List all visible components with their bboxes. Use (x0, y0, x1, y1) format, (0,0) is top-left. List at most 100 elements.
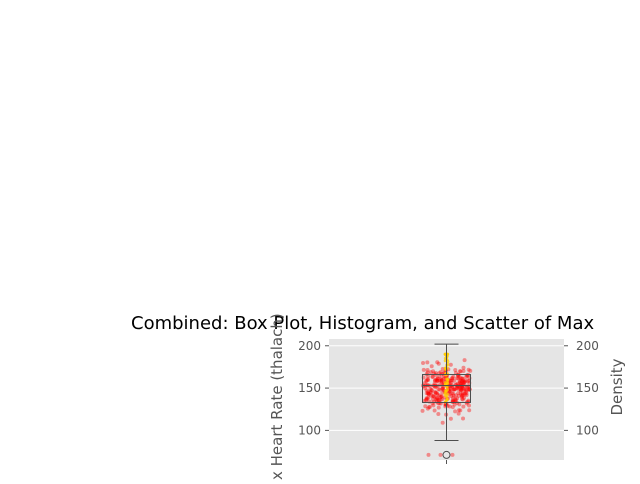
scatter-point (448, 380, 453, 385)
scatter-point (459, 394, 464, 399)
scatter-point (424, 396, 429, 401)
scatter-point (462, 395, 467, 400)
y-tick-label: 200 (298, 339, 321, 353)
scatter-point (460, 396, 465, 401)
scatter-point (432, 381, 437, 386)
scatter-point (420, 408, 425, 413)
scatter-point (467, 408, 472, 413)
scatter-point (437, 393, 442, 398)
scatter-point (424, 391, 429, 396)
scatter-point (428, 387, 433, 392)
scatter-point (454, 376, 459, 381)
scatter-point (461, 381, 466, 386)
right-y-tick-label: 200 (576, 339, 599, 353)
scatter-point (438, 370, 443, 375)
scatter-point (425, 377, 430, 382)
scatter-point (435, 397, 440, 402)
outlier-marker (442, 450, 451, 459)
scatter-point (456, 408, 461, 413)
scatter-point (440, 367, 445, 372)
scatter-point (458, 408, 463, 413)
scatter-point (459, 379, 464, 384)
scatter-point (435, 360, 440, 365)
scatter-point (432, 408, 437, 413)
scatter-point (426, 392, 431, 397)
scatter-point (429, 387, 434, 392)
scatter-point (434, 378, 439, 383)
scatter-point (457, 379, 462, 384)
scatter-point (435, 378, 440, 383)
scatter-point (451, 395, 456, 400)
scatter-point (424, 397, 429, 402)
scatter-point (422, 381, 427, 386)
scatter-point (443, 392, 447, 396)
scatter-point (438, 395, 443, 400)
scatter-point (452, 402, 457, 407)
scatter-point (446, 378, 450, 382)
scatter-point (451, 387, 456, 392)
scatter-point (463, 392, 468, 397)
scatter-point (430, 394, 435, 399)
scatter-point (462, 380, 467, 385)
scatter-point (424, 378, 429, 383)
scatter-point (434, 377, 439, 382)
scatter-point (464, 391, 469, 396)
scatter-point (467, 403, 472, 408)
scatter-point (460, 386, 465, 391)
scatter-point (449, 391, 454, 396)
scatter-point (437, 378, 442, 383)
scatter-point (435, 376, 440, 381)
scatter-point (445, 395, 449, 399)
scatter-point (436, 361, 441, 366)
scatter-point (458, 378, 463, 383)
scatter-point (429, 390, 434, 395)
scatter-point (430, 397, 435, 402)
scatter-point (450, 376, 455, 381)
scatter-point (458, 381, 463, 386)
scatter-point (432, 378, 437, 383)
scatter-point (455, 381, 460, 386)
scatter-point (451, 374, 456, 379)
scatter-point (436, 405, 441, 410)
scatter-point (455, 385, 460, 390)
scatter-point (437, 397, 442, 402)
scatter-point (461, 369, 466, 374)
scatter-point (433, 397, 438, 402)
scatter-point (425, 360, 430, 365)
scatter-point (458, 391, 463, 396)
scatter-point (449, 376, 454, 381)
scatter-point (457, 402, 462, 407)
scatter-point (425, 396, 430, 401)
scatter-point (428, 390, 433, 395)
scatter-point (439, 376, 444, 381)
scatter-point (461, 416, 466, 421)
y-tick-label: 100 (298, 423, 321, 437)
scatter-point (439, 394, 444, 399)
scatter-point (426, 374, 431, 379)
scatter-point (439, 379, 444, 384)
scatter-point (461, 378, 466, 383)
scatter-point (463, 378, 468, 383)
scatter-point (426, 395, 431, 400)
scatter-point (440, 397, 445, 402)
scatter-point (458, 387, 463, 392)
scatter-point (453, 393, 458, 398)
scatter-point (448, 378, 453, 383)
scatter-point (464, 389, 469, 394)
chart-title: Combined: Box Plot, Histogram, and Scatt… (131, 313, 594, 334)
scatter-point (453, 371, 458, 376)
scatter-point (439, 379, 444, 384)
scatter-point (431, 394, 436, 399)
scatter-point (449, 394, 454, 399)
scatter-point (426, 391, 431, 396)
scatter-point (423, 404, 428, 409)
scatter-point (424, 379, 429, 384)
scatter-point (435, 391, 440, 396)
scatter-point (460, 397, 465, 402)
scatter-point (457, 374, 462, 379)
scatter-point (468, 368, 473, 373)
scatter-point (451, 393, 456, 398)
scatter-point (462, 387, 467, 392)
